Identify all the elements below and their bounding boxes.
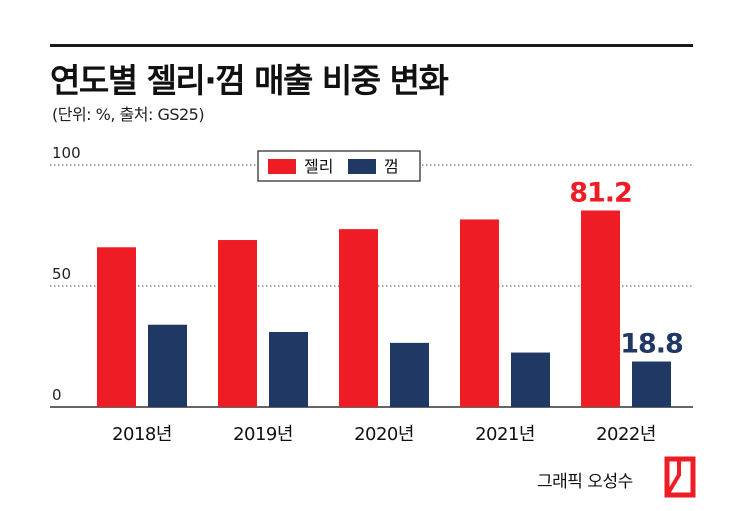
legend-label: 껌: [384, 157, 399, 176]
data-label: 18.8: [620, 329, 683, 360]
bar-gum: [632, 361, 671, 407]
legend-swatch-jelly: [268, 159, 296, 174]
x-tick-label: 2019년: [233, 424, 293, 445]
x-tick-label: 2020년: [354, 424, 414, 445]
data-label: 81.2: [569, 177, 632, 208]
publisher-logo-icon: [664, 456, 696, 498]
bar-gum: [148, 324, 187, 407]
bar-jelly: [581, 210, 620, 407]
x-tick-label: 2018년: [112, 424, 172, 445]
bar-gum: [390, 342, 429, 407]
bar-jelly: [460, 219, 499, 407]
x-tick-label: 2022년: [596, 424, 656, 445]
bar-jelly: [97, 247, 136, 407]
legend-label: 젤리: [304, 157, 333, 176]
legend-swatch-gum: [348, 159, 376, 174]
page-title: 연도별 젤리·껌 매출 비중 변화: [50, 61, 449, 100]
y-tick-label: 50: [52, 265, 71, 283]
bar-jelly: [339, 229, 378, 407]
y-tick-label: 0: [52, 386, 62, 404]
top-rule: [50, 44, 693, 47]
graphic-credit: 그래픽 오성수: [537, 472, 633, 492]
bar-gum: [269, 331, 308, 407]
bar-gum: [511, 352, 550, 407]
y-tick-label: 100: [52, 144, 81, 162]
bar-jelly: [218, 240, 257, 407]
page-subtitle: (단위: %, 출처: GS25): [52, 105, 205, 124]
x-tick-label: 2021년: [475, 424, 535, 445]
